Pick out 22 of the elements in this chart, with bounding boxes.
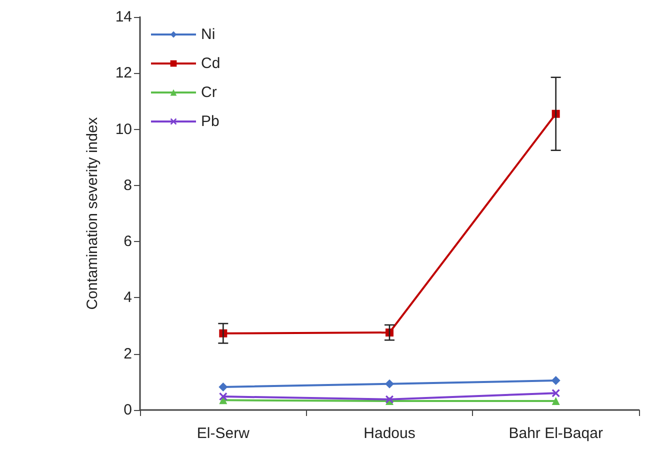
y-tick-label: 12 [115,64,132,82]
legend-label: Ni [201,26,216,43]
point [219,392,228,401]
y-axis-title: Contamination severity index [84,116,101,310]
y-tick-label: 6 [124,233,132,250]
y-tick-label: 0 [124,402,132,418]
x-tick-label: Hadous [364,425,416,442]
point [552,397,560,406]
y-tick-label: 4 [124,289,132,306]
point [552,389,560,398]
legend-label: Cd [201,55,220,72]
x-tick-label: El-Serw [196,425,250,442]
y-tick-label: 2 [124,345,132,362]
point [385,379,394,388]
y-tick-label: 8 [124,176,132,194]
legend-label: Cr [201,84,217,101]
legend-label: Pb [201,113,220,130]
point [551,376,560,386]
point [218,382,228,392]
y-tick-label: 10 [115,120,132,138]
x-tick-label: Bahr El-Baqar [508,425,603,442]
y-tick-label: 14 [115,8,132,26]
